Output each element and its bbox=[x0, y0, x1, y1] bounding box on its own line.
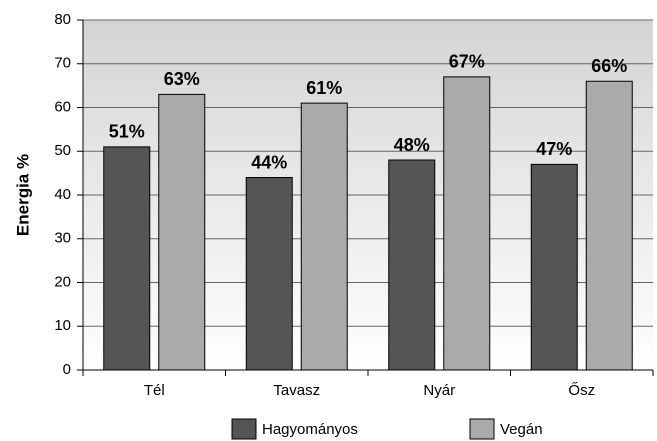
bar bbox=[530, 163, 578, 371]
value-label: 44% bbox=[251, 152, 287, 172]
y-tick-label: 30 bbox=[54, 230, 71, 247]
value-label: 63% bbox=[164, 69, 200, 89]
y-tick-label: 20 bbox=[54, 273, 71, 290]
value-label: 67% bbox=[449, 52, 485, 72]
value-label: 48% bbox=[394, 135, 430, 155]
y-tick-label: 70 bbox=[54, 55, 71, 72]
value-label: 47% bbox=[536, 139, 572, 159]
bar bbox=[585, 80, 633, 371]
legend-swatch bbox=[469, 418, 495, 440]
value-label: 61% bbox=[306, 78, 342, 98]
y-tick-label: 40 bbox=[54, 186, 71, 203]
bar bbox=[300, 102, 348, 371]
bar bbox=[245, 177, 293, 371]
y-tick-label: 10 bbox=[54, 317, 71, 334]
bar bbox=[103, 146, 151, 371]
y-tick-label: 60 bbox=[54, 98, 71, 115]
y-axis-label: Energia % bbox=[13, 154, 32, 236]
y-tick-label: 80 bbox=[54, 11, 71, 28]
bar bbox=[388, 159, 436, 371]
bar bbox=[158, 93, 206, 371]
y-tick-label: 50 bbox=[54, 142, 71, 159]
bar bbox=[443, 76, 491, 371]
x-tick-label: Nyár bbox=[423, 382, 455, 399]
legend-label: Vegán bbox=[500, 421, 543, 438]
x-tick-label: Ősz bbox=[568, 382, 595, 399]
legend-swatch bbox=[231, 418, 257, 440]
x-tick-label: Tavasz bbox=[273, 382, 320, 399]
y-tick-label: 0 bbox=[63, 361, 71, 378]
value-label: 66% bbox=[591, 56, 627, 76]
value-label: 51% bbox=[109, 122, 145, 142]
legend-label: Hagyományos bbox=[262, 421, 358, 438]
x-tick-label: Tél bbox=[144, 382, 165, 399]
